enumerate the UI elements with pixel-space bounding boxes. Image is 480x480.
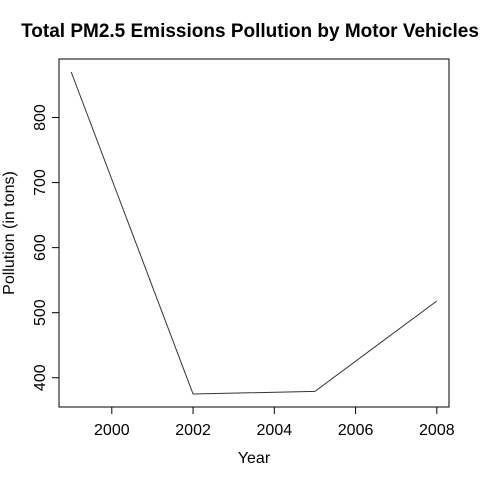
y-tick-label: 800 [32, 104, 49, 131]
chart-title: Total PM2.5 Emissions Pollution by Motor… [21, 21, 479, 42]
x-tick-label: 2006 [338, 422, 374, 439]
y-tick-label: 700 [32, 169, 49, 196]
x-axis-label: Year [238, 450, 271, 467]
x-tick-label: 2002 [175, 422, 211, 439]
y-tick-label: 500 [32, 299, 49, 326]
y-axis-label: Pollution (in tons) [1, 171, 18, 295]
plot-area-border [58, 58, 450, 408]
series-line [70, 71, 438, 395]
y-axis: 400 500 600 700 800 [32, 104, 60, 391]
y-tick-label: 400 [32, 364, 49, 391]
x-tick-label: 2004 [257, 422, 293, 439]
x-tick-label: 2000 [94, 422, 130, 439]
series-layer [70, 71, 438, 395]
y-tick-label: 600 [32, 234, 49, 261]
x-tick-label: 2008 [419, 422, 455, 439]
x-axis: 2000 2002 2004 2006 2008 [94, 406, 455, 439]
